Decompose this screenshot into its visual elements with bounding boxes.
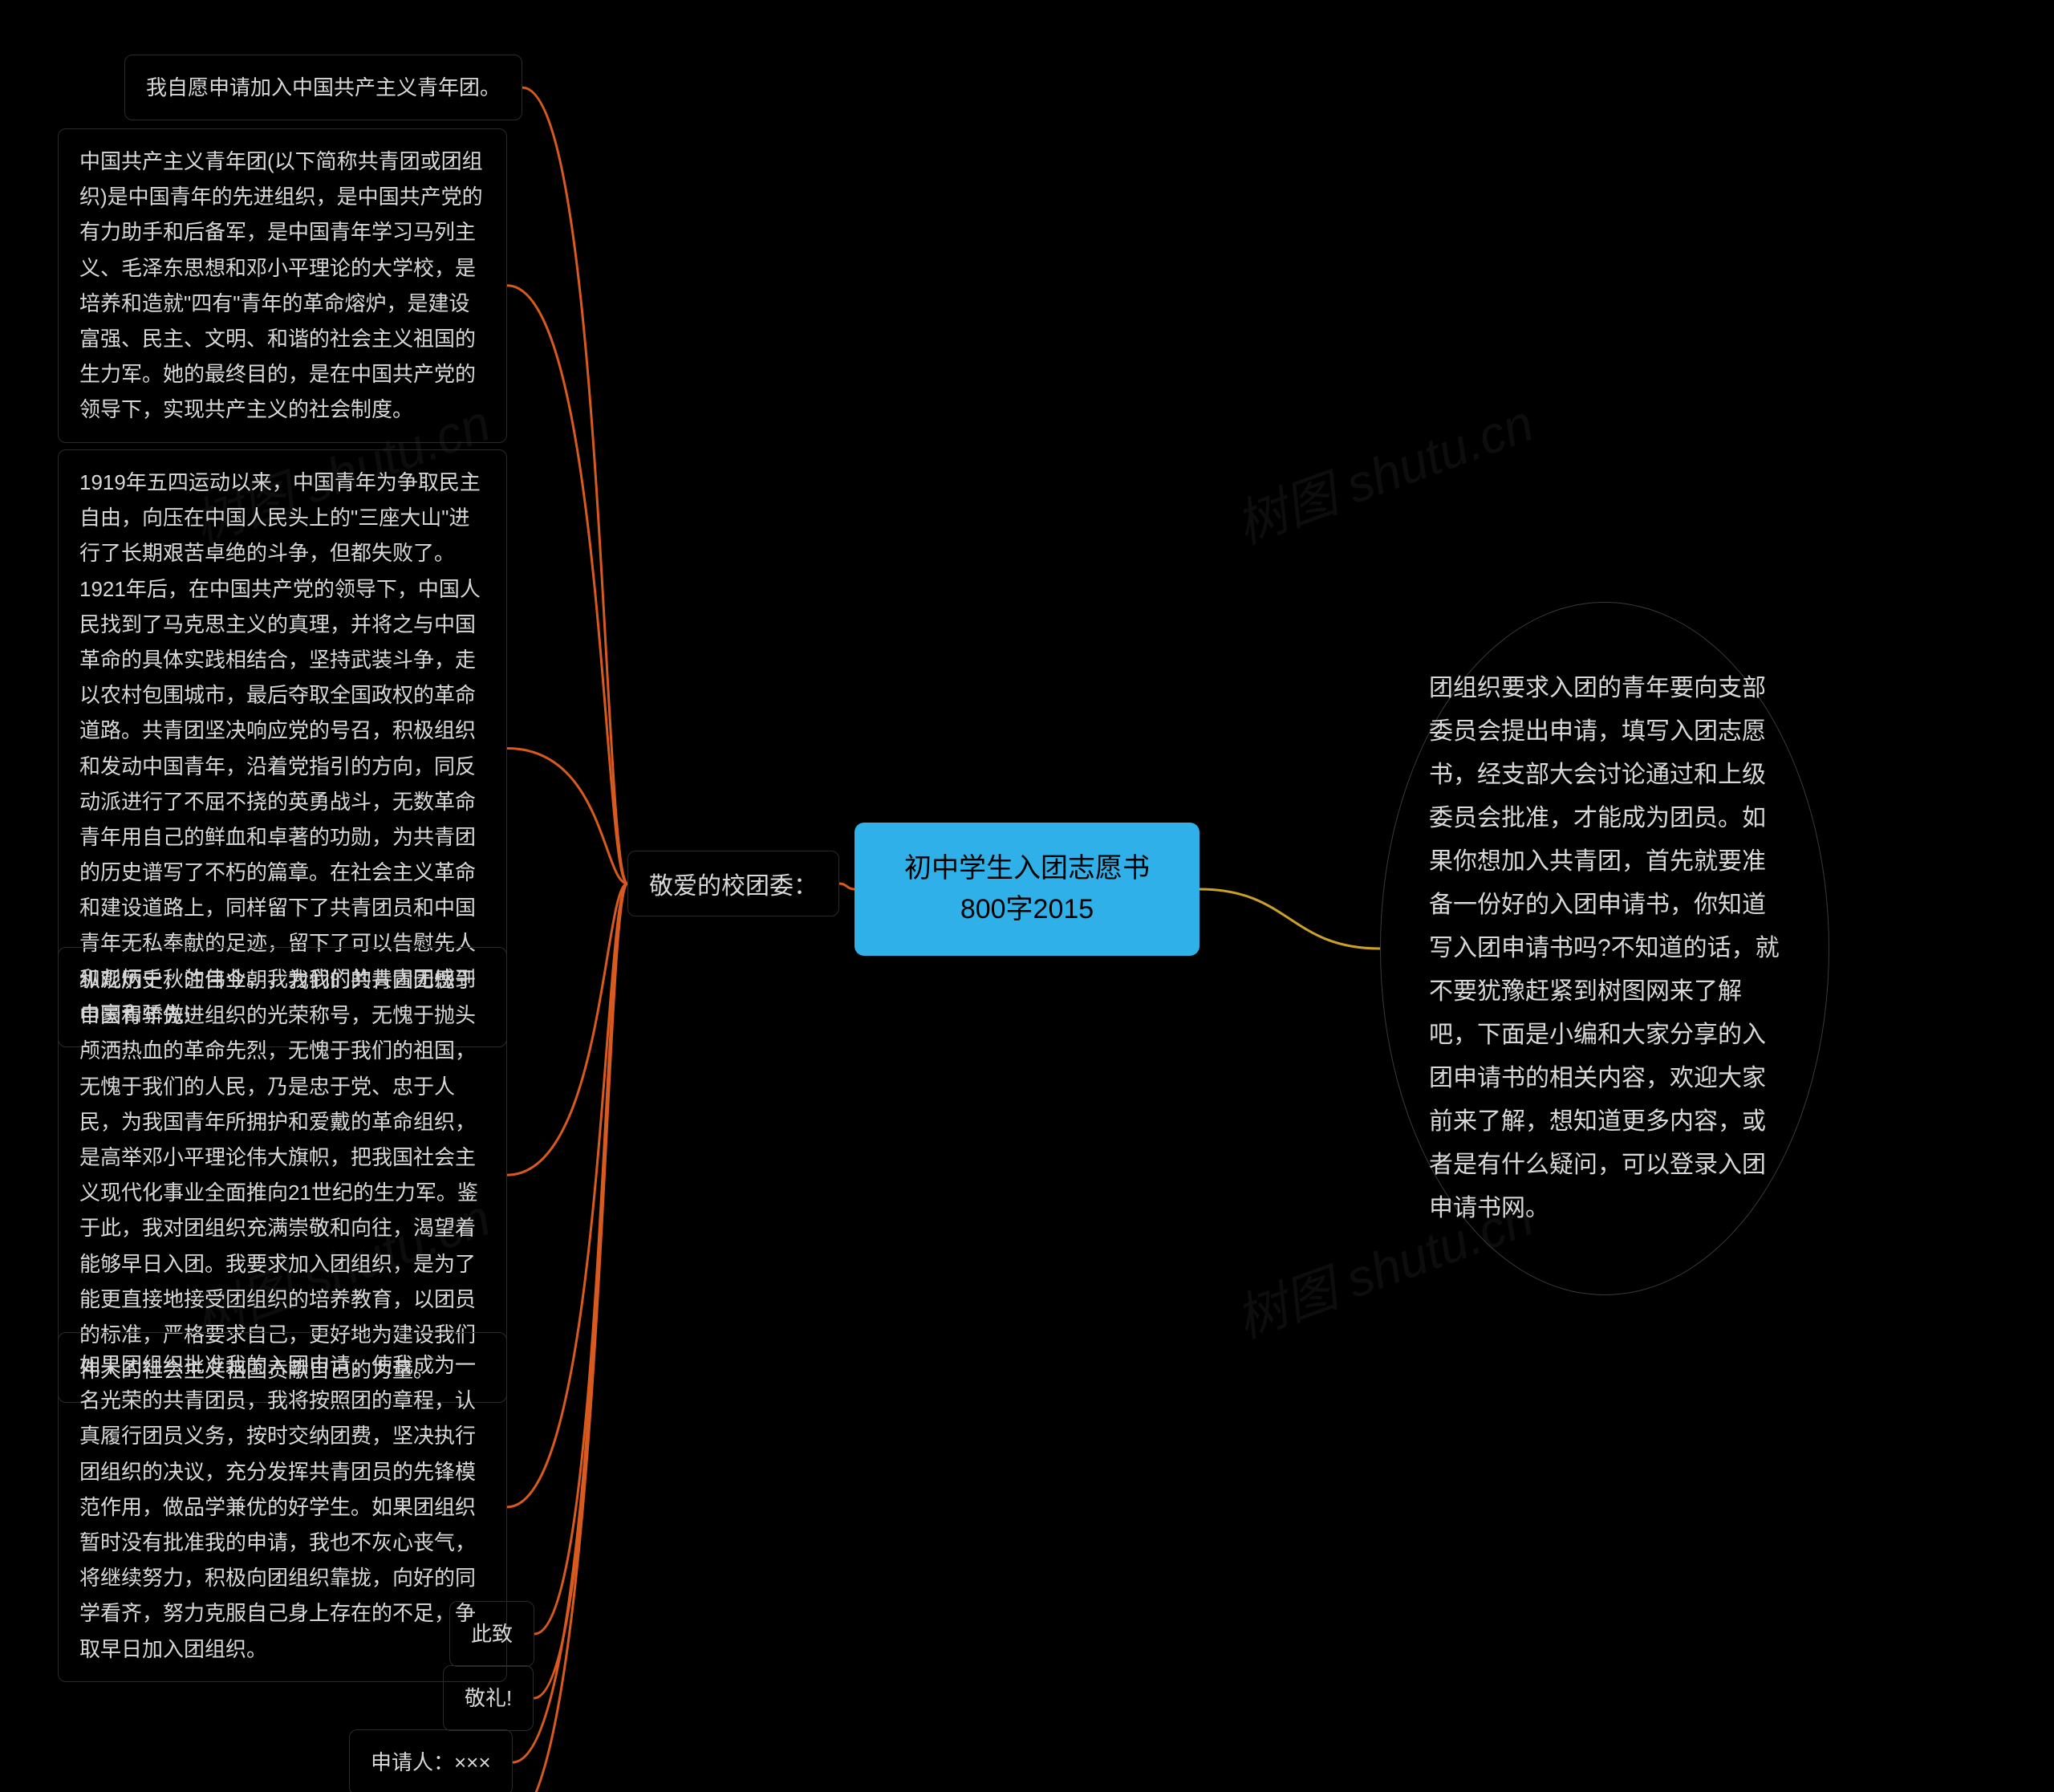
leaf-node-7[interactable]: 申请人：×××: [349, 1729, 513, 1792]
center-node[interactable]: 初中学生入团志愿书800字2015: [854, 823, 1200, 956]
leaf-node-0[interactable]: 我自愿申请加入中国共产主义青年团。: [124, 55, 522, 120]
leaf-node-4[interactable]: 如果团组织批准我的入团申请，使我成为一名光荣的共青团员，我将按照团的章程，认真履…: [58, 1332, 507, 1682]
watermark: 树图 shutu.cn: [1224, 382, 1542, 558]
mid-node[interactable]: 敬爱的校团委：: [627, 851, 839, 916]
leaf-node-1[interactable]: 中国共产主义青年团(以下简称共青团或团组织)是中国青年的先进组织，是中国共产党的…: [58, 128, 507, 443]
right-bubble[interactable]: 团组织要求入团的青年要向支部委员会提出申请，填写入团志愿书，经支部大会讨论通过和…: [1380, 602, 1829, 1295]
leaf-node-5[interactable]: 此致: [449, 1601, 534, 1667]
mindmap-canvas: 树图 shutu.cn 树图 shutu.cn 树图 shutu.cn 树图 s…: [0, 0, 2054, 1792]
leaf-node-6[interactable]: 敬礼!: [443, 1665, 534, 1731]
